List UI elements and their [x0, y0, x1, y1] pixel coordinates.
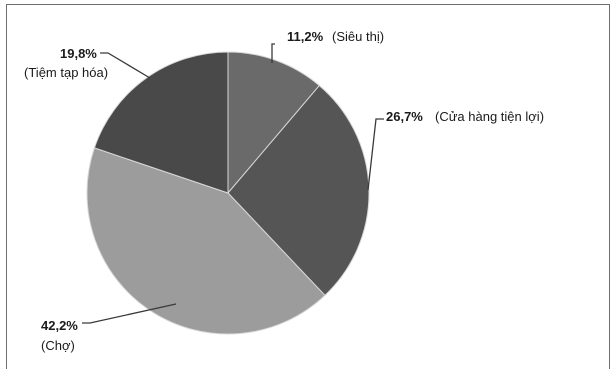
leader-line-sieu-thi: [271, 43, 275, 63]
slice-label-tiem-tap-hoa: 19,8% (Tiệm tạp hóa): [24, 46, 108, 80]
slice-name-cho: (Chợ): [41, 338, 75, 353]
pie-slices: [86, 51, 370, 335]
leader-line-cua-hang-tien-loi: [367, 118, 384, 191]
pie-slice-sieu-thi: [227, 51, 321, 195]
leader-line-cho: [82, 303, 177, 324]
slice-value-tiem-tap-hoa: 19,8%: [60, 46, 97, 61]
slice-name-cua-hang-tien-loi: (Cửa hàng tiện lợi): [435, 109, 544, 124]
slice-label-sieu-thi: 11,2% (Siêu thị): [287, 29, 384, 44]
slice-value-cho: 42,2%: [41, 318, 78, 333]
slice-name-tiem-tap-hoa: (Tiệm tạp hóa): [24, 65, 108, 80]
pie-slice-cho: [86, 147, 326, 335]
slice-value-sieu-thi: 11,2%: [287, 29, 324, 44]
slice-name-sieu-thi: (Siêu thị): [332, 29, 384, 44]
leader-lines: [82, 43, 384, 324]
pie-slice-cua-hang-tien-loi: [227, 84, 370, 297]
leader-line-tiem-tap-hoa: [100, 52, 151, 79]
pie-slice-tiem-tap-hoa: [93, 51, 229, 194]
slice-label-cho: 42,2% (Chợ): [41, 318, 78, 353]
slice-label-cua-hang-tien-loi: 26,7% (Cửa hàng tiện lợi): [386, 109, 544, 124]
slice-value-cua-hang-tien-loi: 26,7%: [386, 109, 423, 124]
